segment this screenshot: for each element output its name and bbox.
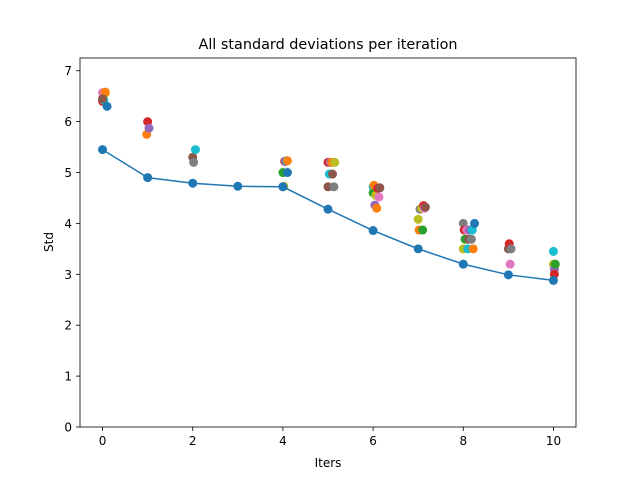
line-point bbox=[188, 178, 198, 188]
plot-area: 0 2 4 6 8 10 0 1 2 3 4 5 6 7 bbox=[64, 57, 577, 448]
line-point bbox=[548, 275, 558, 285]
y-tick-label: 3 bbox=[64, 268, 72, 282]
scatter-point bbox=[98, 94, 108, 104]
x-tick-label: 0 bbox=[99, 434, 107, 448]
scatter-point bbox=[282, 168, 292, 178]
line-point bbox=[503, 270, 513, 280]
scatter-point bbox=[466, 234, 476, 244]
scatter-point bbox=[468, 244, 478, 254]
scatter-point bbox=[329, 182, 339, 192]
y-axis-label: Std bbox=[42, 232, 56, 252]
y-tick-label: 7 bbox=[64, 64, 72, 78]
line-point bbox=[278, 182, 288, 192]
y-tick-label: 2 bbox=[64, 319, 72, 333]
y-tick-label: 5 bbox=[64, 166, 72, 180]
scatter-point bbox=[144, 123, 154, 133]
x-tick-label: 10 bbox=[546, 434, 561, 448]
line-point bbox=[323, 204, 333, 214]
line-point bbox=[98, 145, 108, 155]
scatter-point bbox=[189, 157, 199, 167]
scatter-point bbox=[375, 183, 385, 193]
scatter-point bbox=[470, 218, 480, 228]
scatter-point bbox=[102, 101, 112, 111]
chart-title: All standard deviations per iteration bbox=[198, 37, 457, 53]
scatter-point bbox=[413, 214, 423, 224]
scatter-point bbox=[372, 203, 382, 213]
scatter-point bbox=[190, 145, 200, 155]
scatter-point bbox=[505, 259, 515, 269]
line-point bbox=[413, 244, 423, 254]
x-tick-label: 8 bbox=[459, 434, 467, 448]
scatter-point bbox=[330, 157, 340, 167]
x-tick-label: 4 bbox=[279, 434, 287, 448]
y-tick-label: 6 bbox=[64, 115, 72, 129]
x-axis-label: Iters bbox=[315, 456, 342, 470]
scatter-point bbox=[282, 156, 292, 166]
scatter-point bbox=[550, 259, 560, 269]
line-point bbox=[458, 259, 468, 269]
scatter-point bbox=[374, 192, 384, 202]
line-point bbox=[368, 226, 378, 236]
y-tick-label: 0 bbox=[64, 421, 72, 435]
line-point bbox=[233, 181, 243, 191]
scatter-point bbox=[328, 169, 338, 179]
x-tick-label: 2 bbox=[189, 434, 197, 448]
x-tick-label: 6 bbox=[369, 434, 377, 448]
y-tick-label: 4 bbox=[64, 217, 72, 231]
scatter-point bbox=[418, 225, 428, 235]
scatter-point bbox=[548, 246, 558, 256]
scatter-point bbox=[506, 244, 516, 254]
scatter-point bbox=[420, 202, 430, 212]
axes-frame bbox=[79, 57, 577, 428]
scatter-point bbox=[458, 218, 468, 228]
y-tick-label: 1 bbox=[64, 370, 72, 384]
line-point bbox=[143, 173, 153, 183]
